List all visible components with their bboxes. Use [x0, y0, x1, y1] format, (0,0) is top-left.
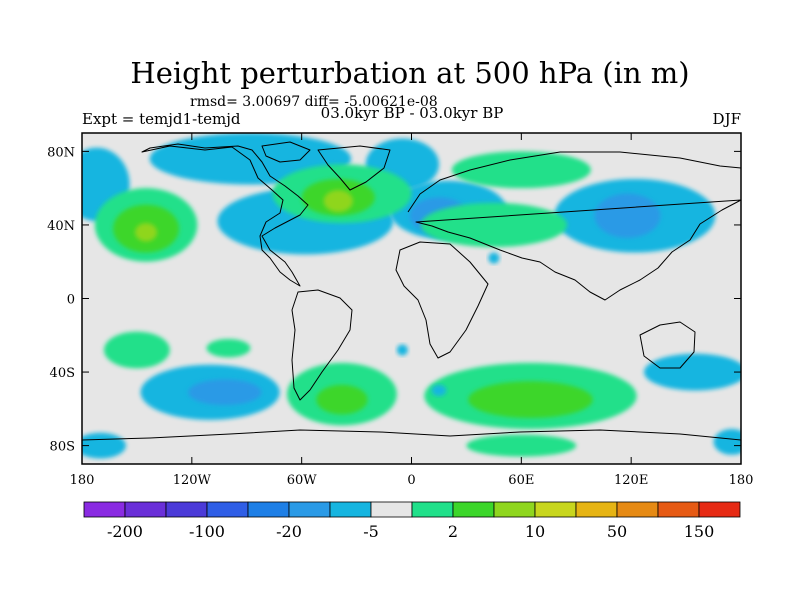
- map-panel: 180 120W 60W 0 60E 120E 180 80N 40N 0 40S 80S: [47, 132, 754, 488]
- colorbar-swatch: [288, 501, 331, 518]
- coast-north-america: [141, 143, 309, 287]
- contour-region: [420, 202, 568, 248]
- colorbar-label: -5: [363, 522, 379, 541]
- contour-region: [431, 384, 447, 396]
- contour-region: [135, 223, 158, 242]
- coast-australia: [639, 321, 696, 369]
- colorbar-swatch: [124, 501, 167, 518]
- colorbar-swatch: [329, 501, 372, 518]
- colorbar-label: -200: [107, 522, 143, 541]
- coast-africa: [395, 241, 489, 359]
- colorbar-swatch: [370, 501, 413, 518]
- lon-tick-label: 60W: [287, 473, 318, 488]
- period-label: 03.0kyr BP - 03.0kyr BP: [321, 104, 504, 122]
- lon-tick-label: 120W: [173, 473, 212, 488]
- lat-tick-label: 0: [67, 293, 75, 308]
- coast-antarctica: [82, 429, 741, 441]
- season-label: DJF: [713, 110, 741, 128]
- contour-region: [594, 193, 661, 238]
- colorbar-label: 2: [448, 522, 458, 541]
- lon-tick-label: 0: [407, 473, 415, 488]
- colorbar-label: 50: [607, 522, 627, 541]
- colorbar-swatch: [616, 501, 659, 518]
- colorbar-label: -20: [276, 522, 302, 541]
- contour-region: [396, 344, 408, 356]
- lon-tick-label: 180: [729, 473, 754, 488]
- plot-title: Height perturbation at 500 hPa (in m): [130, 56, 689, 90]
- latitude-ticks: 80N 40N 0 40S 80S: [47, 145, 741, 455]
- coast-greenland: [317, 145, 391, 191]
- contour-region: [323, 190, 353, 213]
- contour-region: [468, 381, 593, 419]
- coast-europe-asia: [407, 151, 741, 301]
- colorbar-swatch: [534, 501, 577, 518]
- colorbar-swatch: [247, 501, 290, 518]
- colorbar-swatch: [452, 501, 495, 518]
- contour-region: [103, 331, 170, 369]
- contour-region: [643, 353, 741, 391]
- colorbar-label: -100: [189, 522, 225, 541]
- experiment-label: Expt = temjd1-temjd: [82, 110, 241, 128]
- lat-tick-label: 40S: [50, 366, 75, 381]
- colorbar-swatch: [206, 501, 249, 518]
- colorbar-swatch: [83, 501, 126, 518]
- lon-tick-label: 60E: [508, 473, 534, 488]
- colorbar-label: 150: [684, 522, 715, 541]
- contour-region: [488, 252, 500, 264]
- contour-region: [713, 429, 741, 455]
- coastlines: [82, 141, 741, 441]
- coast-arctic-islands: [261, 141, 311, 163]
- stats-label: rmsd= 3.00697 diff= -5.00621e-08: [190, 94, 438, 110]
- colorbar-swatch: [657, 501, 700, 518]
- lat-tick-label: 40N: [47, 219, 75, 234]
- colorbar: -200 -100 -20 -5 2 10 50 150: [83, 501, 741, 541]
- longitude-ticks: 180 120W 60W 0 60E 120E 180: [70, 133, 754, 488]
- colorbar-swatch: [493, 501, 536, 518]
- colorbar-swatch: [165, 501, 208, 518]
- lon-tick-label: 120E: [614, 473, 648, 488]
- contour-region: [206, 338, 251, 358]
- lat-tick-label: 80N: [47, 145, 75, 160]
- contour-region: [188, 379, 262, 406]
- coast-south-america: [291, 289, 353, 401]
- contour-region: [316, 384, 368, 415]
- lat-tick-label: 80S: [50, 440, 75, 455]
- lon-tick-label: 180: [70, 473, 95, 488]
- colorbar-swatch: [575, 501, 618, 518]
- colorbar-swatch: [698, 501, 741, 518]
- contour-region: [466, 434, 577, 457]
- contour-region: [451, 151, 591, 189]
- colorbar-label: 10: [525, 522, 545, 541]
- colorbar-swatch: [411, 501, 454, 518]
